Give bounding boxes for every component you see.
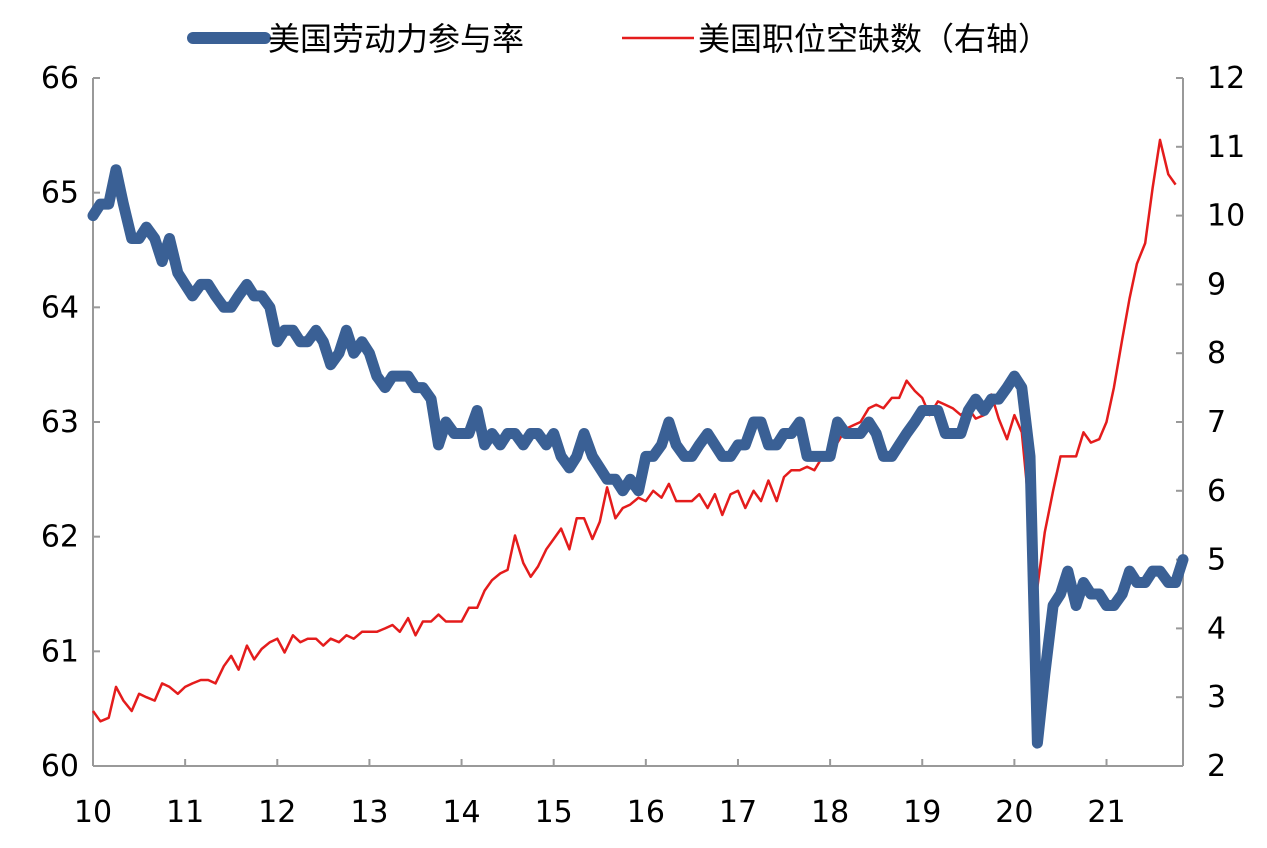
x-tick-label: 20: [995, 795, 1033, 830]
legend: 美国劳动力参与率 美国职位空缺数（右轴）: [187, 20, 1050, 58]
y-left-tick-label: 64: [41, 290, 79, 325]
x-tick-label: 18: [811, 795, 849, 830]
axes: 60 61 62 63 64 65 66 2 3 4 5 6 7 8 9 10 11 12 10 11 12 13 14 15…: [41, 61, 1245, 830]
y-right-tick-label: 10: [1207, 199, 1245, 234]
x-tick-label: 10: [74, 795, 112, 830]
legend-label-participation-rate: 美国劳动力参与率: [268, 20, 524, 58]
y-right-tick-label: 11: [1207, 130, 1245, 165]
y-left-tick-label: 66: [41, 61, 79, 96]
y-right-tick-label: 2: [1207, 749, 1226, 784]
legend-label-job-openings: 美国职位空缺数（右轴）: [698, 20, 1050, 58]
y-left-tick-label: 65: [41, 176, 79, 211]
x-tick-label: 12: [258, 795, 296, 830]
y-right-tick-label: 12: [1207, 61, 1245, 96]
y-right-tick-label: 8: [1207, 336, 1226, 371]
y-right-tick-label: 9: [1207, 267, 1226, 302]
x-tick-label: 14: [442, 795, 480, 830]
y-left-tick-label: 61: [41, 634, 79, 669]
x-tick-label: 11: [166, 795, 204, 830]
x-tick-label: 19: [903, 795, 941, 830]
series: [87, 138, 1189, 749]
series-line-job-openings: [91, 138, 1177, 723]
x-tick-label: 21: [1087, 795, 1125, 830]
x-tick-label: 16: [627, 795, 665, 830]
series-line-participation-rate: [87, 164, 1189, 749]
y-right-tick-label: 7: [1207, 405, 1226, 440]
y-left-tick-label: 62: [41, 520, 79, 555]
y-right-tick-label: 6: [1207, 474, 1226, 509]
y-left-tick-label: 63: [41, 405, 79, 440]
x-tick-label: 15: [535, 795, 573, 830]
y-right-tick-label: 3: [1207, 680, 1226, 715]
x-tick-label: 17: [719, 795, 757, 830]
x-tick-label: 13: [350, 795, 388, 830]
y-right-tick-label: 5: [1207, 543, 1226, 578]
y-left-tick-label: 60: [41, 749, 79, 784]
y-right-tick-label: 4: [1207, 611, 1226, 646]
